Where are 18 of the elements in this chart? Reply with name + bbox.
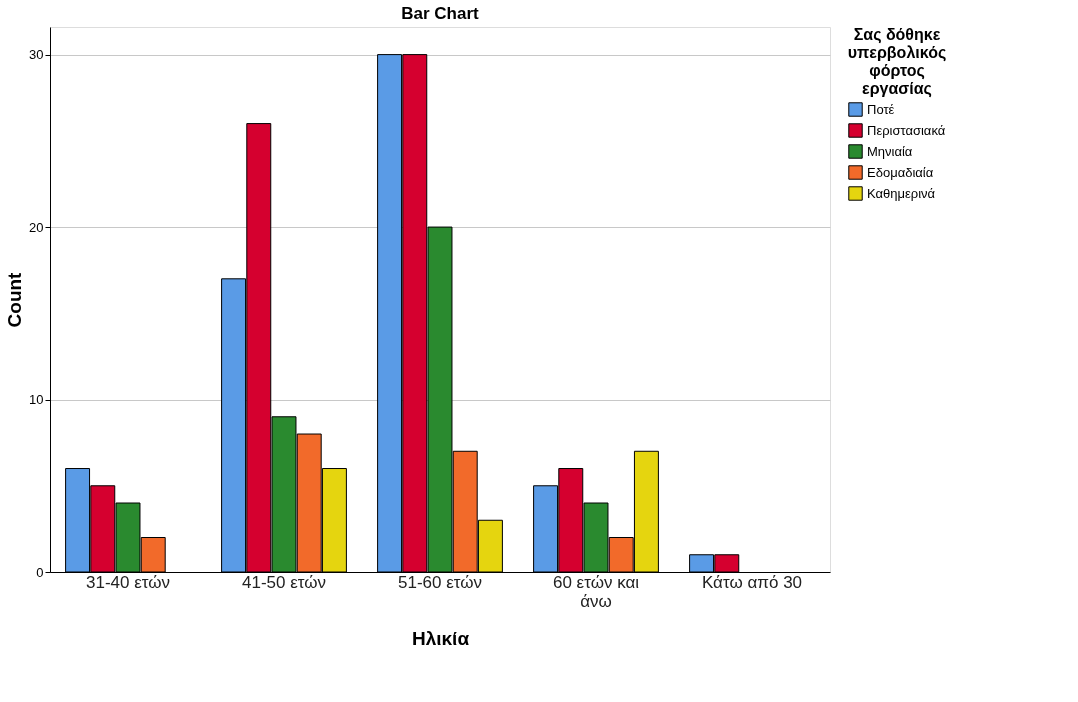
x-tick-label: 60 ετών και άνω: [552, 572, 640, 611]
x-tick-label: 31-40 ετών: [85, 572, 171, 592]
legend-title: Σας δόθηκε υπερβολικός φόρτος εργασίας: [847, 26, 947, 98]
y-tick-label: 10: [29, 392, 44, 408]
y-tick-label: 0: [36, 564, 44, 580]
legend-label: Περιστασιακά: [867, 122, 946, 138]
y-tick-label: 30: [29, 47, 44, 63]
y-tick-label: 20: [29, 219, 44, 235]
x-axis-title: Ηλικία: [411, 627, 470, 649]
x-tick-label: 41-50 ετών: [241, 572, 327, 592]
x-tick-label: Κάτω από 30: [701, 572, 803, 592]
x-tick-label: 51-60 ετών: [397, 572, 483, 592]
chart-title: Bar Chart: [401, 4, 480, 23]
legend-label: Εδομαδιαία: [867, 164, 934, 180]
legend-label: Καθημερινά: [867, 185, 936, 201]
y-axis-title: Count: [4, 271, 26, 328]
legend-label: Μηνιαία: [867, 143, 913, 159]
legend-label: Ποτέ: [867, 101, 895, 117]
